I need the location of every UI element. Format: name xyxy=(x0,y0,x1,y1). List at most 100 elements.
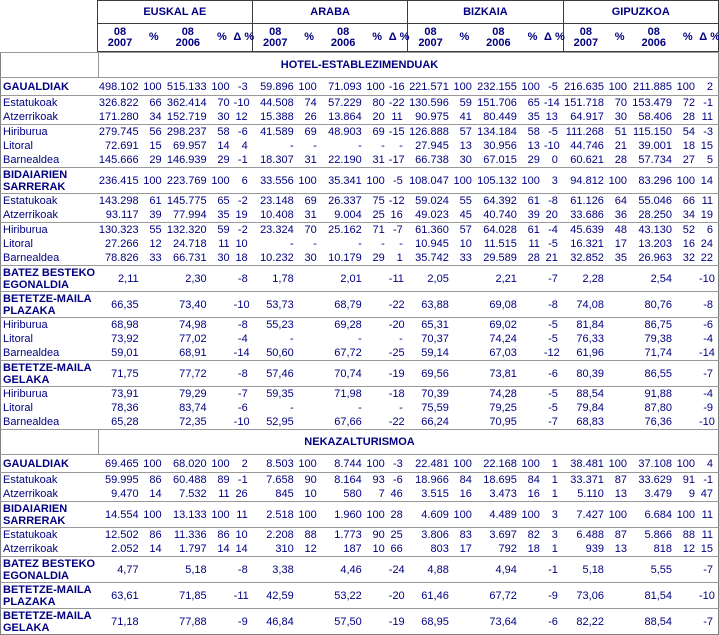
data-cell: 31 xyxy=(365,153,389,168)
data-cell: 77,88 xyxy=(179,615,207,628)
data-cell: - xyxy=(313,238,317,250)
section-header-row: HOTEL-ESTABLEZIMENDUAK xyxy=(0,52,719,78)
data-cell: 55.046 xyxy=(638,195,672,207)
column-header: % xyxy=(676,23,700,52)
data-cell: 30.956 xyxy=(483,140,517,152)
data-cell: 11 xyxy=(701,195,713,207)
data-cell: 69 xyxy=(372,126,385,138)
data-cell: 100 xyxy=(210,167,234,194)
data-cell: 3.697 xyxy=(489,529,517,541)
column-header: 08 2007 xyxy=(562,23,609,52)
data-cell: 12 xyxy=(675,542,699,557)
data-cell: 55,23 xyxy=(266,319,294,331)
data-cell: 79,84 xyxy=(576,402,604,414)
data-cell: 13.133 xyxy=(165,501,211,528)
data-cell: 10 xyxy=(235,238,248,250)
row-label: Atzerrikoak xyxy=(0,110,98,125)
data-cell: 38.481 xyxy=(562,454,608,473)
data-cell xyxy=(298,332,321,346)
data-cell: 3.473 xyxy=(475,487,521,502)
data-cell: 28 xyxy=(675,110,699,125)
data-cell: 10.179 xyxy=(320,251,366,266)
data-cell: -10 xyxy=(233,97,250,109)
data-cell: 10 xyxy=(365,542,389,557)
table-row: GAUALDIAK 69.465 100 68.020 100 2 8.503 100 8.74… xyxy=(0,454,719,473)
data-cell: 25.162 xyxy=(328,224,362,236)
data-cell: 69.465 xyxy=(97,454,143,473)
data-cell: 14 xyxy=(210,542,234,557)
data-cell: 89 xyxy=(217,474,230,486)
data-cell: 35.742 xyxy=(407,251,453,266)
data-cell: 52 xyxy=(682,224,695,236)
data-cell: -8 xyxy=(699,291,719,318)
data-cell xyxy=(365,346,389,361)
data-cell: 1 xyxy=(543,454,563,473)
data-cell: 61 xyxy=(527,224,540,236)
data-cell xyxy=(297,556,321,583)
row-label: Estatukoak xyxy=(3,195,58,207)
data-cell: 10.232 xyxy=(252,251,298,266)
data-cell: -24 xyxy=(388,556,408,583)
data-cell xyxy=(366,609,389,635)
data-cell: 14 xyxy=(233,542,253,557)
data-cell: 33.686 xyxy=(562,208,608,223)
data-cell xyxy=(676,609,699,635)
data-cell xyxy=(675,360,699,387)
data-cell: 76,33 xyxy=(576,333,604,345)
corner-cell xyxy=(0,1,97,24)
data-cell: 39.001 xyxy=(638,140,672,152)
data-cell: 33 xyxy=(452,251,476,266)
data-cell xyxy=(521,609,544,635)
data-cell: 66 xyxy=(682,195,695,207)
data-cell: 11 xyxy=(701,529,713,541)
data-cell: 187 xyxy=(320,542,366,557)
data-cell: 100 xyxy=(142,501,166,528)
data-cell: 65 xyxy=(527,97,540,109)
data-cell xyxy=(608,401,631,415)
data-cell: 2.518 xyxy=(252,501,298,528)
data-cell: 79,25 xyxy=(489,402,517,414)
data-cell: 93 xyxy=(372,474,385,486)
data-cell: 79,29 xyxy=(179,388,207,400)
data-cell xyxy=(452,360,476,387)
data-cell xyxy=(366,332,389,346)
data-cell: 100 xyxy=(210,77,234,96)
table-row: Atzerrikoak 2.052 14 1.797 14 14 310 12 187 10 66 8… xyxy=(0,542,719,557)
row-label: Estatukoak xyxy=(3,474,58,486)
table-row: Hiriburua 279.745 56 298.237 58 -6 41.589 69 48.… xyxy=(1,125,719,140)
data-cell: 211.885 xyxy=(630,77,676,96)
data-cell: 68,79 xyxy=(320,291,366,318)
data-cell: 36 xyxy=(607,208,631,223)
data-cell: 82,22 xyxy=(576,615,604,628)
row-label: Atzerrikoak xyxy=(0,542,98,557)
data-cell: 33 xyxy=(142,251,166,266)
data-cell: 35.341 xyxy=(320,167,366,194)
data-cell: -10 xyxy=(233,416,250,428)
data-cell: 24 xyxy=(700,238,713,250)
data-cell: 26 xyxy=(233,487,253,502)
data-cell: -7 xyxy=(543,265,563,292)
table-row: Barnealdea 65,28 72,35 -10 52,95 67,66 -22 66,2… xyxy=(1,415,719,430)
data-cell: 33.556 xyxy=(252,167,298,194)
data-cell xyxy=(453,401,476,415)
data-cell xyxy=(210,346,234,361)
data-cell: -12 xyxy=(543,346,563,361)
data-cell xyxy=(675,346,699,361)
data-cell: 77,72 xyxy=(165,360,211,387)
data-cell: 5,18 xyxy=(165,556,211,583)
data-cell: 1 xyxy=(543,542,563,557)
data-cell: - xyxy=(399,238,403,250)
data-cell: 18.966 xyxy=(415,474,449,486)
data-cell: 22.190 xyxy=(320,153,366,168)
data-cell: 5.866 xyxy=(644,529,672,541)
data-cell: 100 xyxy=(365,454,389,473)
data-cell: 13 xyxy=(607,542,631,557)
data-cell: 151.706 xyxy=(477,97,517,109)
data-cell: 53,73 xyxy=(252,291,298,318)
row-label: BETETZE-MAILA GELAKA xyxy=(3,609,92,634)
data-cell: 80,76 xyxy=(630,291,676,318)
data-cell: -14 xyxy=(543,97,560,109)
data-cell: 37.108 xyxy=(630,454,676,473)
data-cell: 79,38 xyxy=(644,333,672,345)
data-cell: -16 xyxy=(388,77,408,96)
